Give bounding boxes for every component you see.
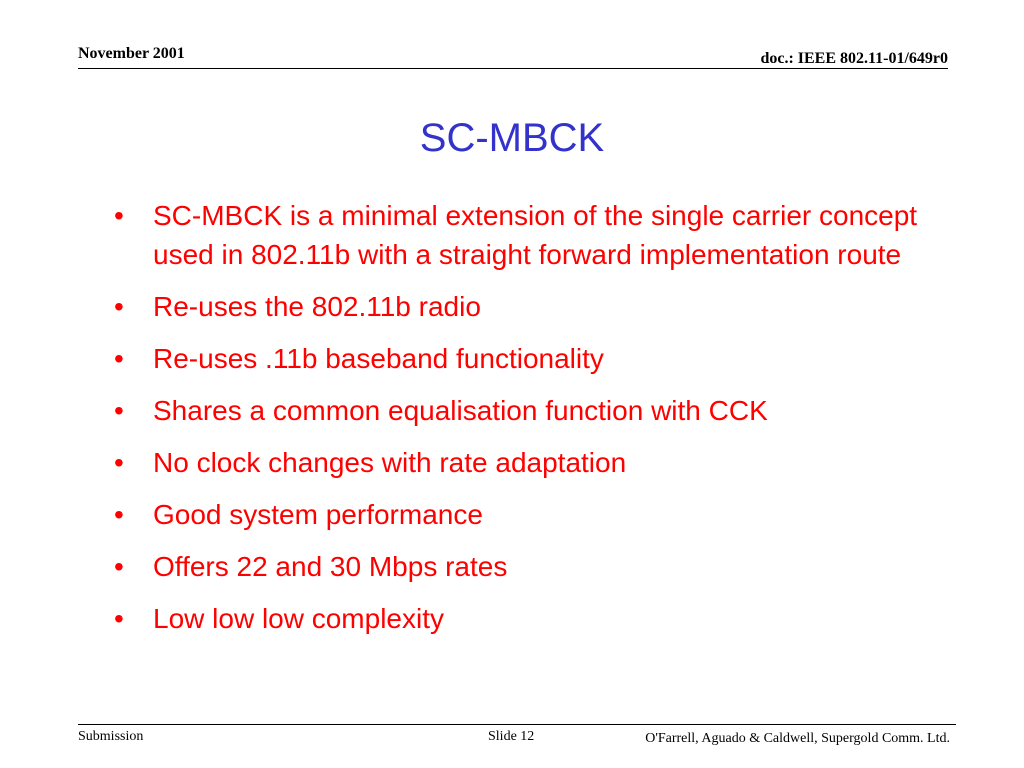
- footer-divider: [78, 724, 956, 725]
- bullet-text: Re-uses the 802.11b radio: [153, 291, 481, 322]
- bullet-item: • No clock changes with rate adaptation: [108, 443, 928, 482]
- bullet-text: Good system performance: [153, 499, 483, 530]
- bullet-text: Re-uses .11b baseband functionality: [153, 343, 604, 374]
- bullet-text: SC-MBCK is a minimal extension of the si…: [153, 200, 918, 270]
- bullet-icon: •: [114, 343, 124, 374]
- slide-title: SC-MBCK: [419, 116, 605, 160]
- bullet-item: • Re-uses .11b baseband functionality: [108, 339, 928, 378]
- bullet-icon: •: [114, 200, 124, 231]
- header-date: November 2001: [78, 45, 185, 62]
- bullet-icon: •: [114, 551, 124, 582]
- footer-submission-label: Submission: [78, 729, 144, 744]
- bullet-item: • SC-MBCK is a minimal extension of the …: [108, 196, 928, 274]
- footer-authors: O'Farrell, Aguado & Caldwell, Supergold …: [645, 731, 950, 746]
- footer-slide-number: Slide 12: [488, 729, 535, 744]
- bullet-list: • SC-MBCK is a minimal extension of the …: [108, 196, 928, 651]
- bullet-icon: •: [114, 291, 124, 322]
- bullet-text: No clock changes with rate adaptation: [153, 447, 627, 478]
- bullet-text: Shares a common equalisation function wi…: [153, 395, 768, 426]
- bullet-item: • Re-uses the 802.11b radio: [108, 287, 928, 326]
- bullet-icon: •: [114, 603, 124, 634]
- bullet-text: Low low low complexity: [153, 603, 444, 634]
- header-document-id: doc.: IEEE 802.11-01/649r0: [760, 50, 948, 67]
- bullet-icon: •: [114, 395, 124, 426]
- header-divider: [78, 68, 948, 69]
- bullet-item: • Offers 22 and 30 Mbps rates: [108, 547, 928, 586]
- bullet-icon: •: [114, 447, 124, 478]
- bullet-item: • Shares a common equalisation function …: [108, 391, 928, 430]
- bullet-icon: •: [114, 499, 124, 530]
- bullet-text: Offers 22 and 30 Mbps rates: [153, 551, 508, 582]
- bullet-item: • Low low low complexity: [108, 599, 928, 638]
- bullet-item: • Good system performance: [108, 495, 928, 534]
